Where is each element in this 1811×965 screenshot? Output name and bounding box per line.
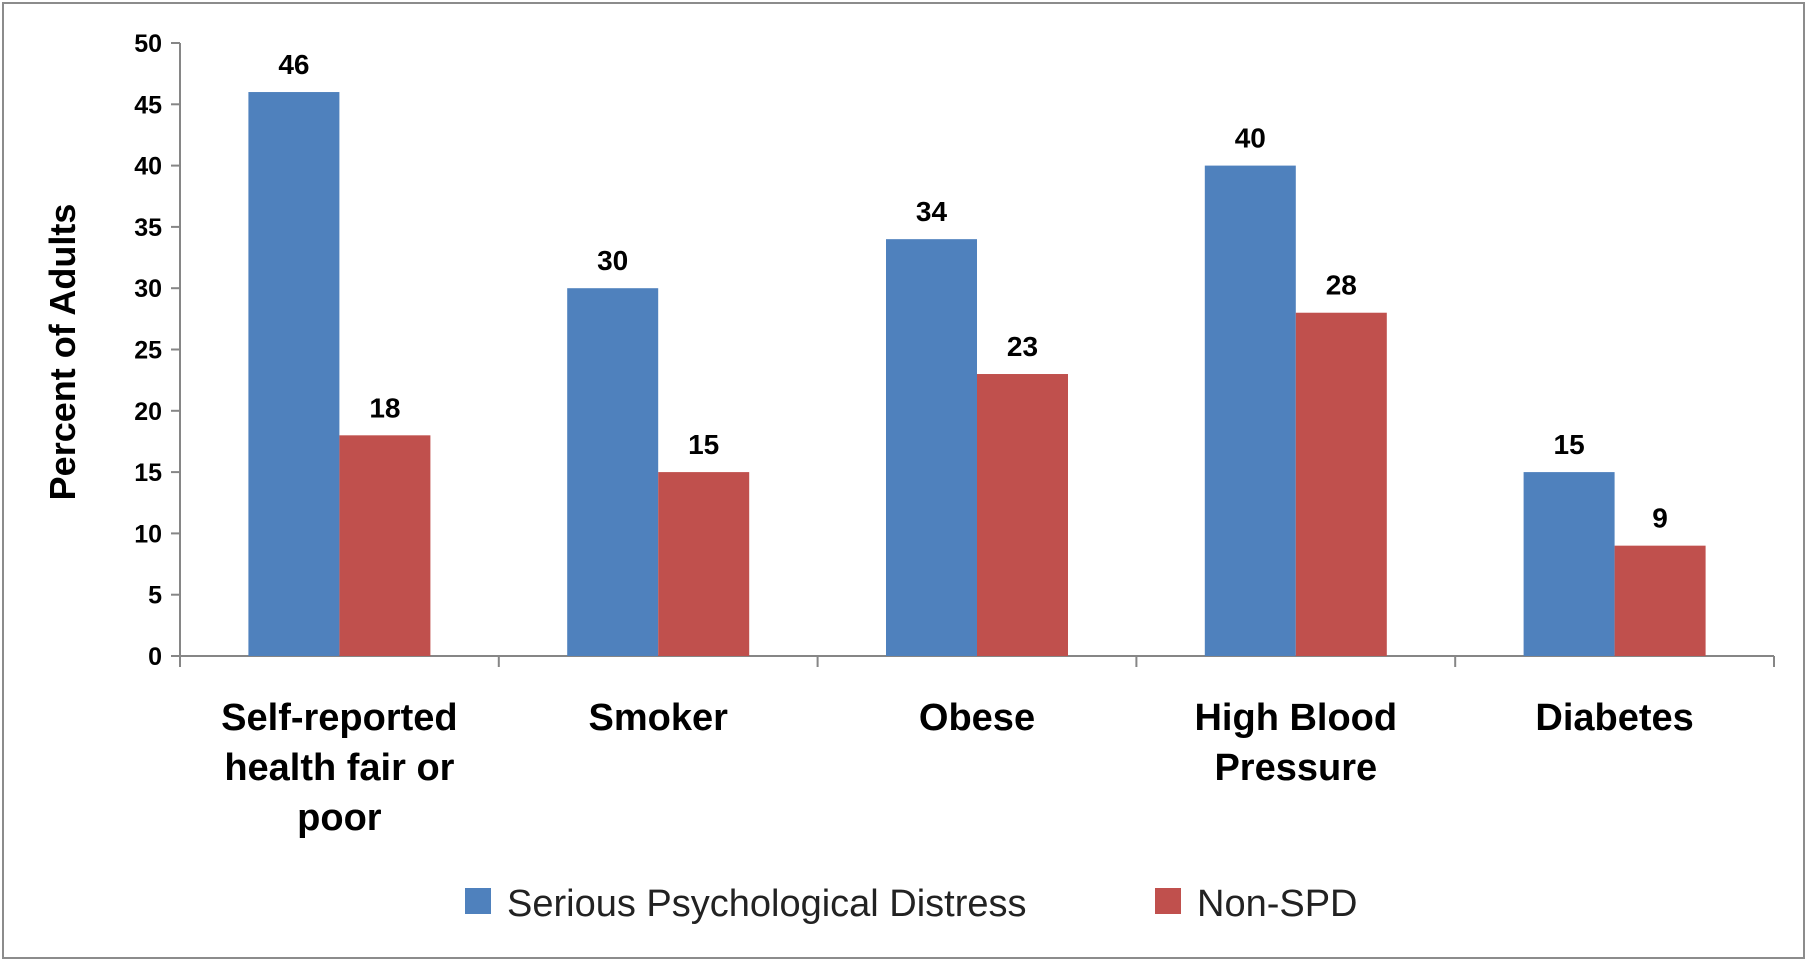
category-label: High Blood Pressure: [1194, 697, 1397, 789]
category-label-line: High Blood: [1194, 697, 1397, 739]
bar-non-spd-1: [658, 472, 750, 656]
category-label-line: Pressure: [1214, 747, 1377, 789]
legend-label: Serious Psychological Distress: [507, 883, 1027, 925]
category-labels: Self-reported health fair or poor Smoker Obe…: [221, 697, 1694, 839]
bar-spd-3: [1204, 165, 1296, 656]
category-label: Smoker: [588, 697, 728, 739]
y-tick-label: 10: [134, 520, 162, 548]
data-label: 9: [1652, 503, 1668, 534]
y-axis: 0 5 10 15 20 25 30 35 40 45 50: [134, 30, 181, 671]
bars: [248, 92, 1706, 657]
y-axis-title: Percent of Adults: [42, 204, 83, 501]
y-tick-label: 40: [134, 153, 162, 181]
data-label: 18: [369, 392, 400, 423]
category-label-line: Smoker: [588, 697, 728, 739]
data-label: 23: [1007, 331, 1038, 362]
bar-spd-4: [1523, 472, 1615, 656]
data-label: 40: [1235, 123, 1266, 154]
y-tick-label: 30: [134, 275, 162, 303]
category-label-line: Diabetes: [1535, 697, 1693, 739]
y-tick-label: 35: [134, 214, 162, 242]
legend-swatch: [465, 888, 491, 914]
data-label: 15: [1554, 429, 1585, 460]
y-tick-label: 5: [148, 582, 162, 610]
y-tick-label: 20: [134, 398, 162, 426]
bar-non-spd-4: [1614, 545, 1706, 656]
x-axis: [179, 655, 1775, 667]
bar-spd-2: [886, 239, 977, 656]
data-label: 28: [1326, 270, 1357, 301]
y-tick-label: 50: [134, 30, 162, 58]
bar-non-spd-0: [339, 435, 431, 656]
category-label-line: Obese: [919, 697, 1035, 739]
y-tick-label: 0: [148, 643, 162, 671]
y-tick-label: 15: [134, 459, 162, 487]
legend-label: Non-SPD: [1197, 883, 1358, 925]
bar-spd-0: [248, 92, 340, 657]
category-label: Obese: [919, 697, 1035, 739]
category-label-line: health fair or: [224, 747, 454, 789]
bar-non-spd-3: [1295, 312, 1387, 656]
data-label: 30: [597, 245, 628, 276]
category-label: Self-reported health fair or poor: [221, 697, 457, 839]
data-label: 46: [278, 49, 309, 80]
legend: Serious Psychological Distress Non-SPD: [465, 883, 1358, 925]
category-label-line: Self-reported: [221, 697, 457, 739]
y-tick-label: 45: [134, 91, 162, 119]
category-label-line: poor: [297, 797, 382, 839]
y-tick-label: 25: [134, 337, 162, 365]
data-label: 15: [688, 429, 719, 460]
category-label: Diabetes: [1535, 697, 1693, 739]
data-labels: 46 18 30 15 34 23 40 28 15 9: [278, 49, 1668, 534]
data-label: 34: [916, 196, 948, 227]
bar-spd-1: [567, 288, 659, 656]
bar-non-spd-2: [977, 374, 1068, 656]
legend-swatch: [1155, 888, 1181, 914]
